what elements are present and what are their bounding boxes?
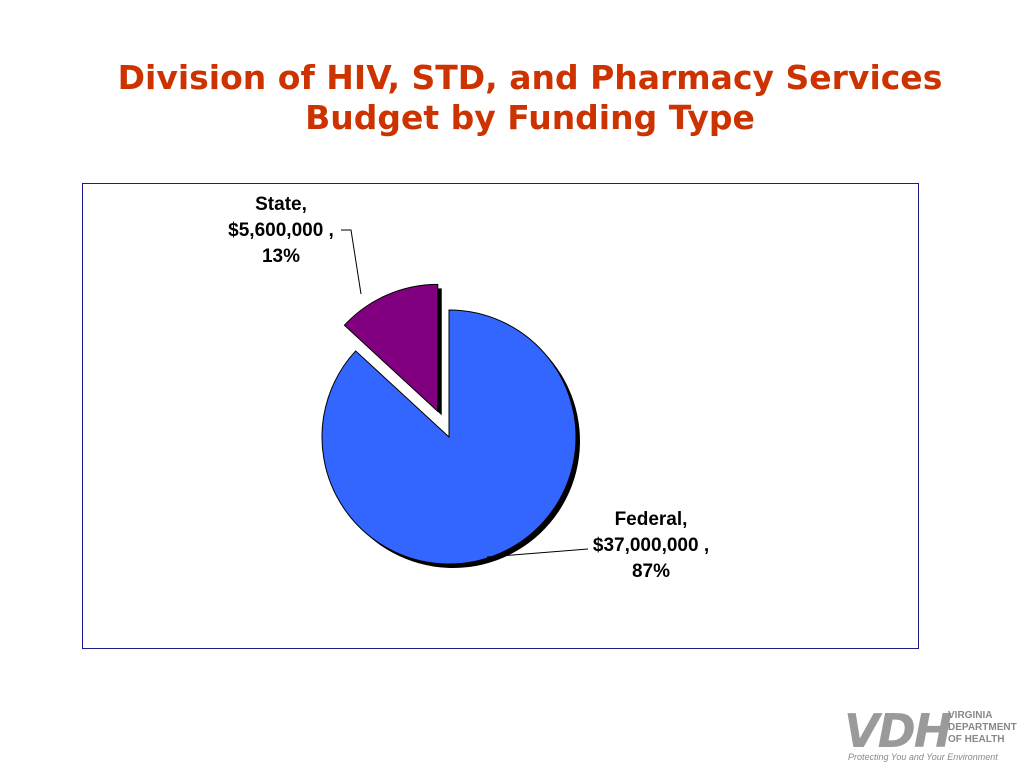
logo-line-3: OF HEALTH <box>948 734 1005 745</box>
federal-label-percent: 87% <box>631 561 671 582</box>
pie-slice-federal <box>321 309 577 565</box>
slice-label-federal: Federal, $37,000,000 , 87% <box>571 507 731 585</box>
logo-tagline: Protecting You and Your Environment <box>848 752 998 762</box>
pie-chart <box>321 229 589 568</box>
federal-label-value: $37,000,000 , <box>592 535 710 556</box>
chart-area: State, $5,600,000 , 13% Federal, $37,000… <box>82 183 919 649</box>
title-line-1: Division of HIV, STD, and Pharmacy Servi… <box>117 58 943 97</box>
federal-label-name: Federal, <box>614 509 688 530</box>
vdh-logo-text: VIRGINIA DEPARTMENT OF HEALTH <box>948 710 1017 746</box>
state-label-value: $5,600,000 , <box>228 220 334 241</box>
pie-slice-state <box>343 283 439 413</box>
logo-line-1: VIRGINIA <box>948 710 993 721</box>
state-label-name: State, <box>255 194 307 215</box>
logo-line-2: DEPARTMENT <box>948 722 1017 733</box>
leader-line-federal <box>486 548 589 558</box>
vdh-logo: VDH VIRGINIA DEPARTMENT OF HEALTH Protec… <box>844 708 1020 764</box>
leader-line-state <box>341 229 362 295</box>
state-label-percent: 13% <box>261 246 301 267</box>
vdh-logo-mark: VDH <box>844 704 952 758</box>
slice-label-state: State, $5,600,000 , 13% <box>201 192 361 270</box>
page-title: Division of HIV, STD, and Pharmacy Servi… <box>0 58 1024 138</box>
title-line-2: Budget by Funding Type <box>305 98 755 137</box>
